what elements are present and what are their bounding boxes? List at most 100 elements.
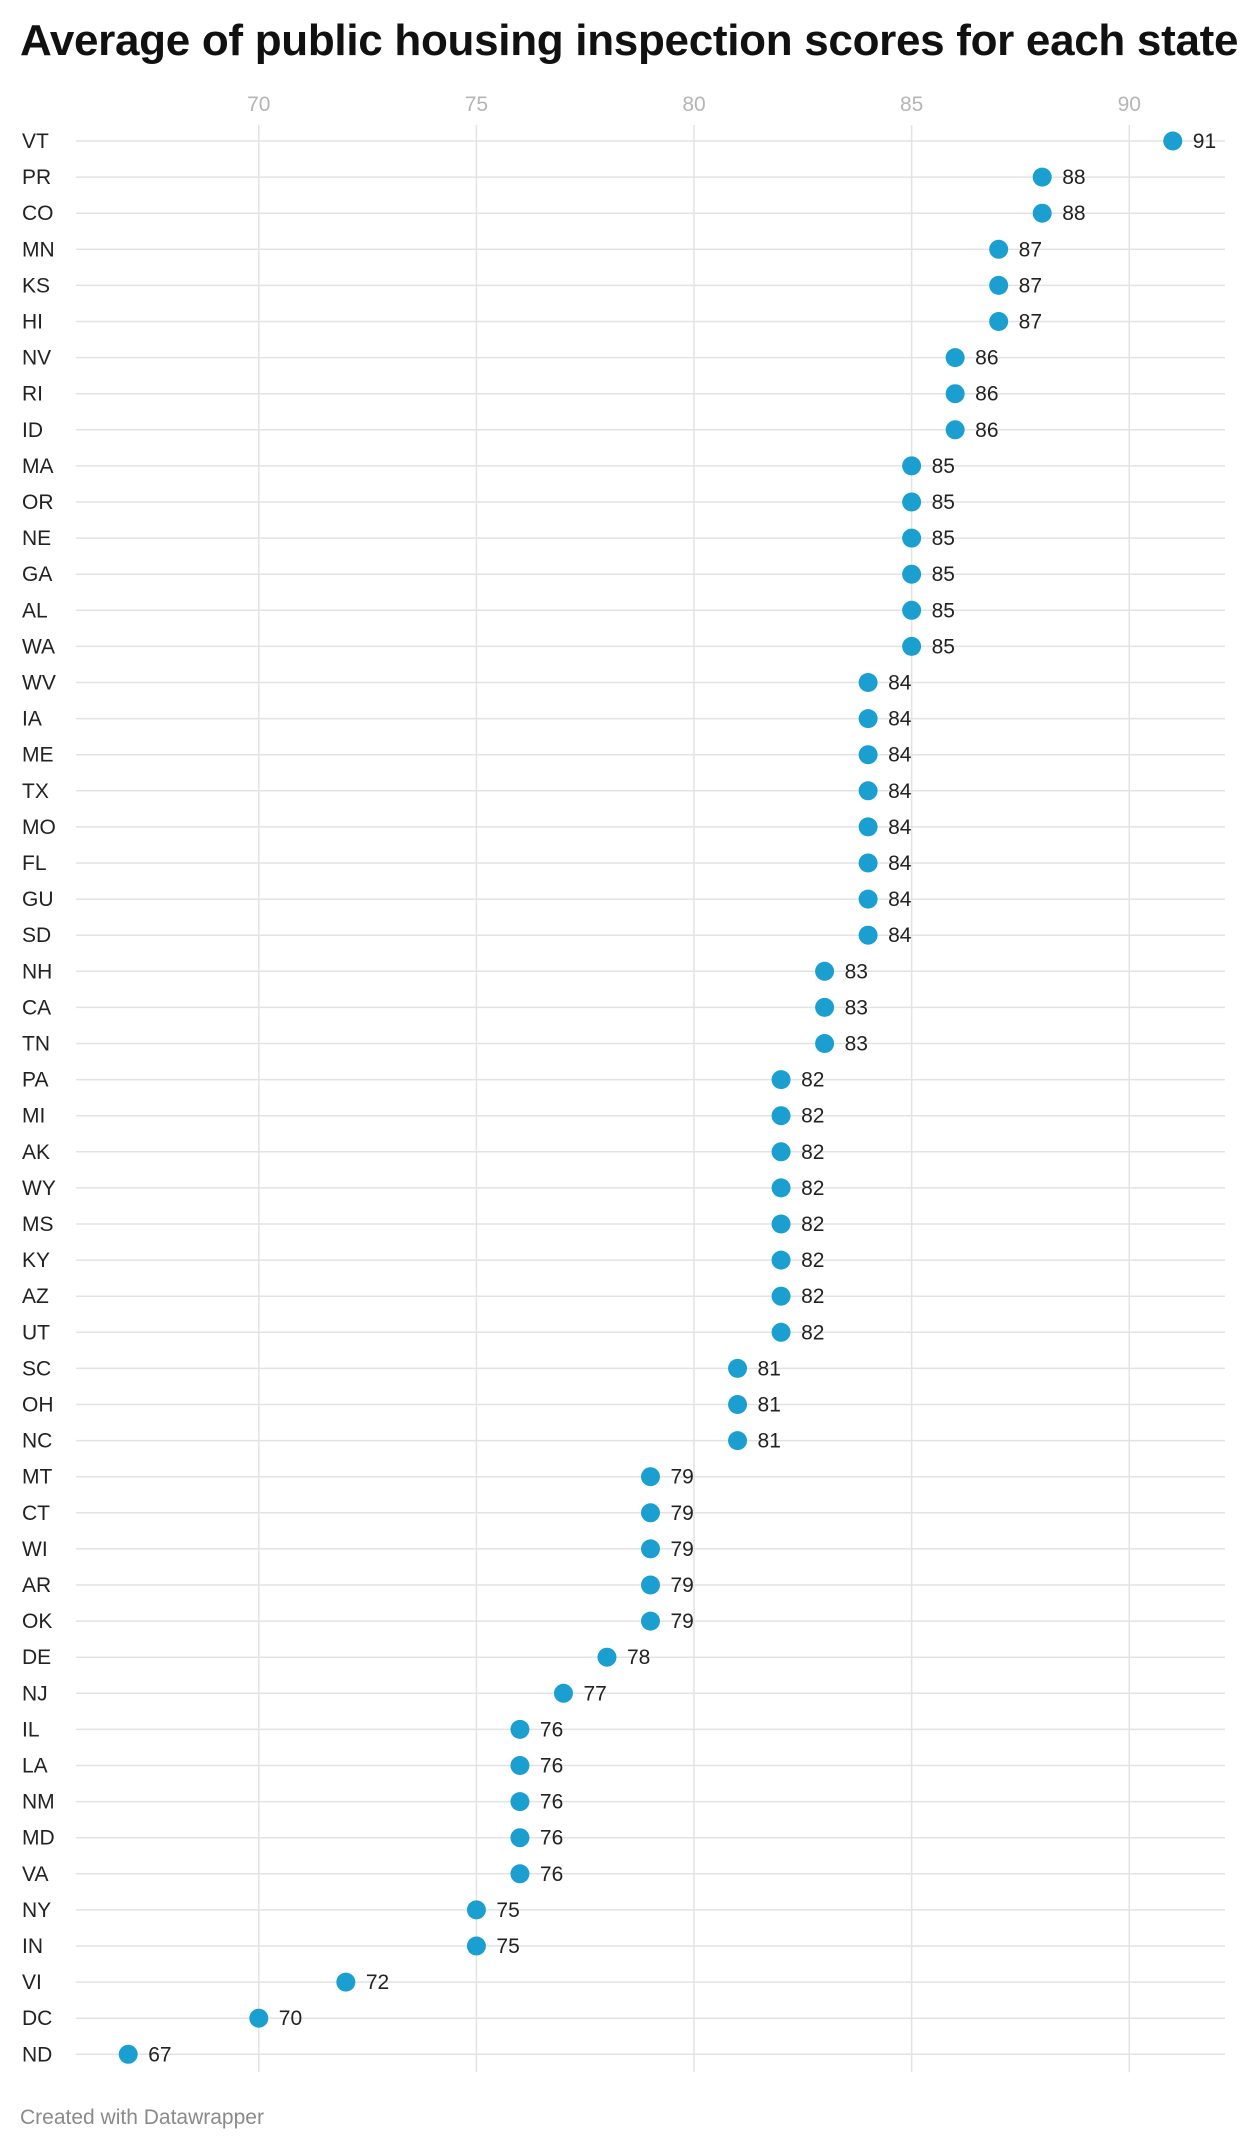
category-label: VA — [22, 1863, 48, 1886]
data-label: 76 — [540, 1791, 563, 1814]
category-label: NM — [22, 1791, 55, 1814]
data-label: 83 — [845, 996, 868, 1019]
data-point — [771, 1106, 791, 1126]
data-point — [858, 925, 878, 945]
category-label: FL — [22, 852, 47, 875]
category-label: KY — [22, 1249, 50, 1272]
data-point — [1032, 203, 1052, 223]
footer-credit: Created with Datawrapper — [20, 2106, 264, 2129]
data-label: 85 — [932, 635, 955, 658]
category-label: ID — [22, 419, 43, 442]
category-label: NY — [22, 1899, 51, 1922]
data-label: 79 — [671, 1466, 694, 1489]
category-label: MO — [22, 816, 56, 839]
data-label: 85 — [932, 527, 955, 550]
data-label: 82 — [801, 1177, 824, 1200]
data-point — [510, 1792, 530, 1812]
data-point — [858, 745, 878, 765]
data-label: 83 — [845, 960, 868, 983]
category-label: MS — [22, 1213, 54, 1236]
data-label: 81 — [758, 1430, 781, 1453]
category-label: WA — [22, 635, 55, 658]
category-label: CO — [22, 202, 54, 225]
data-label: 85 — [932, 455, 955, 478]
rows-layer: VT 91 PR 88 CO 88 MN 87 KS 87 HI 87 NV 86 RI 86 ID 86 MA 85… — [22, 130, 1216, 2066]
category-label: LA — [22, 1755, 48, 1778]
category-label: PR — [22, 166, 51, 189]
grid-layer — [76, 125, 1225, 2073]
data-point — [771, 1070, 791, 1090]
data-label: 81 — [758, 1357, 781, 1380]
data-label: 76 — [540, 1755, 563, 1778]
category-label: SC — [22, 1357, 51, 1380]
data-point — [945, 348, 965, 368]
data-label: 76 — [540, 1718, 563, 1741]
data-point — [902, 456, 922, 476]
data-label: 82 — [801, 1105, 824, 1128]
category-label: TX — [22, 780, 49, 803]
data-label: 88 — [1062, 166, 1085, 189]
data-label: 82 — [801, 1249, 824, 1272]
category-label: ME — [22, 744, 54, 767]
data-label: 83 — [845, 1033, 868, 1056]
category-label: MA — [22, 455, 54, 478]
data-point — [902, 600, 922, 620]
category-label: UT — [22, 1321, 50, 1344]
data-label: 81 — [758, 1394, 781, 1417]
data-point — [1032, 167, 1052, 187]
data-label: 88 — [1062, 202, 1085, 225]
data-point — [989, 275, 1009, 295]
data-point — [771, 1286, 791, 1306]
category-label: NC — [22, 1430, 52, 1453]
data-point — [553, 1683, 573, 1703]
data-point — [858, 853, 878, 873]
category-label: PA — [22, 1069, 48, 1092]
x-tick-label: 85 — [900, 93, 923, 116]
data-point — [510, 1864, 530, 1884]
data-point — [902, 564, 922, 584]
category-label: DC — [22, 2007, 52, 2030]
data-point — [641, 1503, 660, 1523]
category-label: KS — [22, 274, 50, 297]
data-label: 82 — [801, 1285, 824, 1308]
data-label: 82 — [801, 1321, 824, 1344]
data-point — [858, 709, 878, 729]
category-label: RI — [22, 383, 43, 406]
category-label: WI — [22, 1538, 48, 1561]
category-label: SD — [22, 924, 51, 947]
data-label: 77 — [583, 1682, 606, 1705]
data-label: 82 — [801, 1213, 824, 1236]
data-label: 67 — [148, 2043, 171, 2066]
data-point — [989, 312, 1009, 331]
category-label: NJ — [22, 1682, 48, 1705]
data-point — [466, 1936, 486, 1956]
data-label: 87 — [1019, 311, 1042, 334]
data-point — [510, 1719, 530, 1739]
x-tick-label: 70 — [247, 93, 270, 116]
data-point — [510, 1828, 530, 1848]
data-point — [989, 239, 1009, 259]
data-label: 84 — [888, 672, 912, 695]
data-label: 79 — [671, 1502, 694, 1525]
data-label: 79 — [671, 1610, 694, 1633]
category-label: VI — [22, 1971, 42, 1994]
data-label: 79 — [671, 1574, 694, 1597]
data-label: 85 — [932, 491, 955, 514]
data-label: 84 — [888, 888, 912, 911]
category-label: GU — [22, 888, 54, 911]
data-point — [858, 673, 878, 692]
data-point — [771, 1178, 791, 1198]
category-label: AZ — [22, 1285, 49, 1308]
data-point — [641, 1611, 660, 1631]
data-label: 72 — [366, 1971, 389, 1994]
x-tick-label: 90 — [1118, 93, 1141, 116]
data-point — [597, 1647, 617, 1667]
data-point — [641, 1539, 660, 1559]
data-point — [728, 1431, 748, 1451]
data-point — [510, 1756, 530, 1775]
data-label: 78 — [627, 1646, 650, 1669]
data-label: 70 — [279, 2007, 302, 2030]
category-label: DE — [22, 1646, 51, 1669]
data-label: 86 — [975, 383, 998, 406]
